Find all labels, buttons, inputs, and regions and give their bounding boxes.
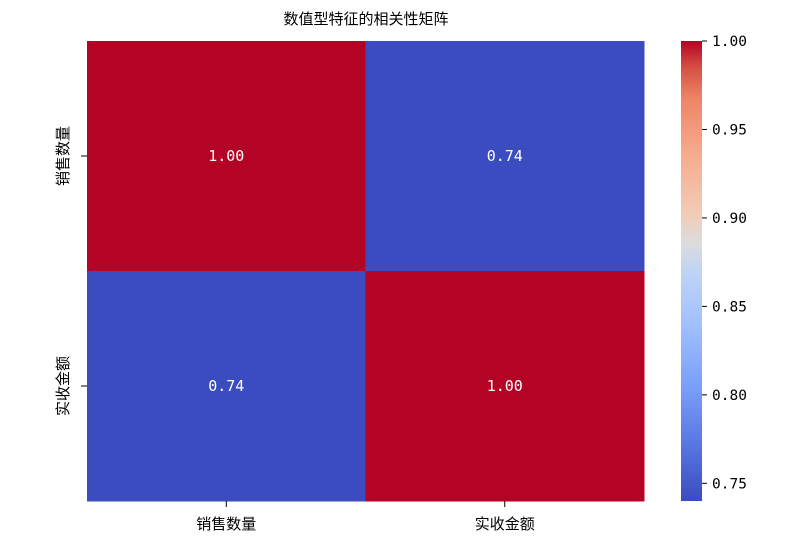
colorbar-gradient [681,41,702,501]
cell-value-label: 1.00 [208,147,244,165]
y-tick-label: 销售数量 [54,126,72,186]
cell-value-label: 0.74 [208,377,244,395]
heatmap-value-labels: 1.00 0.74 0.74 1.00 [208,147,523,395]
heatmap-cell [365,41,645,272]
x-tick-label: 销售数量 [196,515,256,533]
cell-value-label: 0.74 [487,147,523,165]
heatmap-cell [365,271,645,502]
x-axis: 销售数量 实收金额 [196,501,535,533]
colorbar: 0.75 0.80 0.85 0.90 0.95 1.00 [681,34,747,501]
colorbar-tick-label: 0.80 [712,388,747,404]
heatmap-cell [87,41,366,272]
colorbar-ticks: 0.75 0.80 0.85 0.90 0.95 1.00 [702,34,747,492]
chart-title: 数值型特征的相关性矩阵 [283,10,448,28]
colorbar-tick-label: 0.75 [712,476,747,492]
cell-value-label: 1.00 [487,377,523,395]
colorbar-tick-label: 1.00 [712,34,747,50]
y-tick-label: 实收金额 [54,356,72,416]
x-tick-label: 实收金额 [475,515,535,533]
colorbar-tick-label: 0.95 [712,122,747,138]
heatmap-cells [87,41,645,502]
colorbar-tick-label: 0.85 [712,299,747,315]
heatmap-cell [87,271,366,502]
colorbar-tick-label: 0.90 [712,211,747,227]
